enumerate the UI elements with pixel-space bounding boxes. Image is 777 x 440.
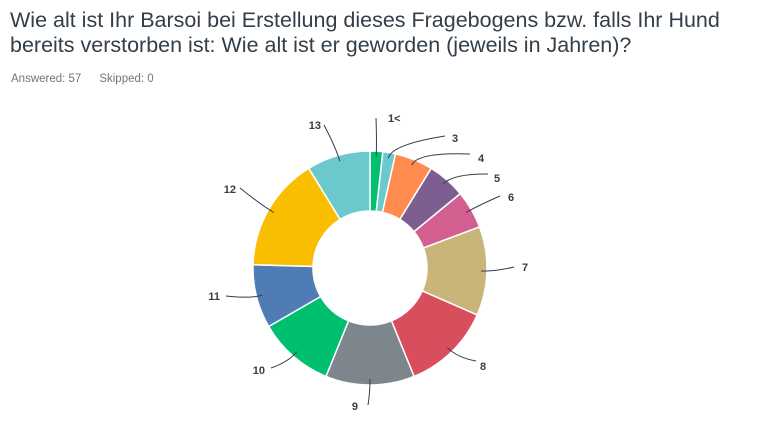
leader-line	[239, 187, 275, 213]
slice-label: 13	[309, 120, 321, 132]
answered-count: Answered: 57	[11, 73, 82, 85]
slice-label: 11	[208, 291, 220, 303]
slice-13[interactable]	[307, 150, 371, 221]
slice-labels: 1< 3 456 7 8 9 10 11 12 13	[208, 113, 528, 413]
leader-line	[367, 378, 371, 406]
slice-label: 6	[508, 192, 514, 204]
donut-slices	[252, 150, 488, 386]
slice-label: 5	[494, 173, 500, 185]
slice-label: 4	[478, 153, 485, 165]
leader-line	[447, 347, 477, 362]
leader-line	[480, 266, 515, 272]
leader-line	[387, 135, 446, 159]
leader-line	[323, 124, 341, 162]
slice-label: 7	[522, 262, 528, 274]
skipped-count: Skipped: 0	[99, 73, 154, 85]
slice-label: 1<	[388, 113, 401, 125]
slice-label: 9	[352, 401, 358, 413]
slice-label: 10	[253, 365, 265, 377]
slice-label: 3	[452, 133, 458, 145]
leader-line	[465, 195, 501, 213]
slice-label: 8	[480, 361, 486, 373]
leader-line	[411, 153, 471, 166]
leader-lines	[225, 117, 515, 406]
leader-line	[270, 351, 298, 369]
question-title: Wie alt ist Ihr Barsoi bei Erstellung di…	[10, 8, 720, 57]
slice-label: 12	[224, 184, 236, 196]
leader-line	[442, 173, 489, 185]
leader-line	[225, 294, 263, 298]
response-stats: Answered: 57 Skipped: 0	[11, 73, 154, 85]
